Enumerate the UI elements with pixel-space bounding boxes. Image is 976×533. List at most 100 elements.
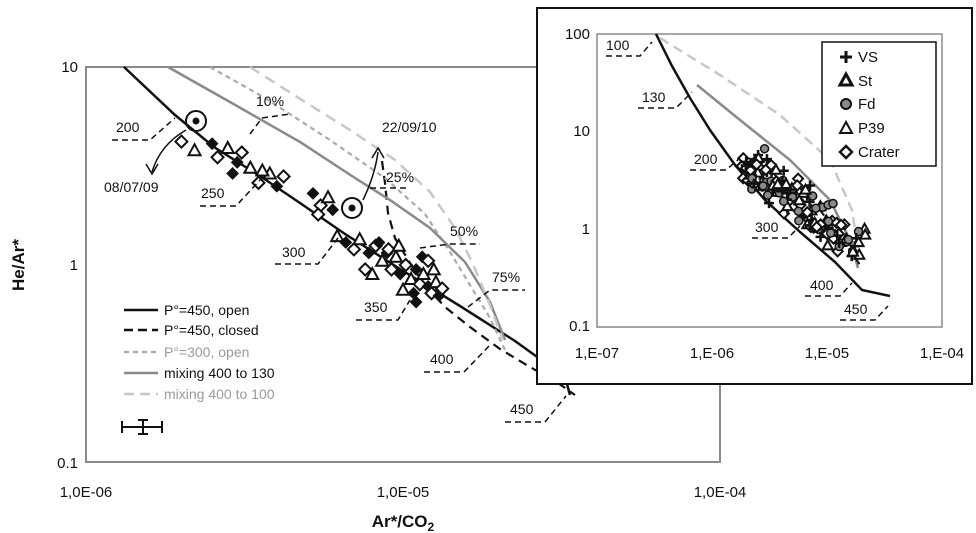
inset-data-point [811,203,821,213]
main-y-axis-label: He/Ar* [9,239,28,291]
label-450: 450 [510,401,534,417]
legend-mixing-400-130: mixing 400 to 130 [164,365,275,381]
main-data-point [205,137,219,151]
main-data-point [434,281,450,297]
curve-mixing-400-100 [249,65,505,341]
inset-data-point [834,237,845,248]
main-data-point [393,267,407,281]
label-date-22-09-10: 22/09/10 [382,119,437,135]
main-data-point [326,203,340,217]
inset-data-point [771,177,785,190]
main-data-point [420,253,436,269]
main-data-point [372,236,386,249]
inset-data-point [778,196,789,207]
inset-legend-st-icon [837,70,855,87]
main-x-tick-1e-4: 1,0E-04 [694,484,747,501]
label-10pct: 10% [256,93,284,109]
inset-data-point [846,244,860,257]
main-data-point [391,237,407,252]
curve-mixing-400-130 [167,65,507,341]
label-250: 250 [201,185,225,201]
inset-label-450: 450 [844,301,868,317]
main-data-point [409,295,423,309]
main-data-point [351,231,368,246]
inset-x-tick-1e-6: 1,E-06 [690,345,734,362]
main-data-point [388,248,404,263]
inset-curve-mixing-130 [696,84,860,269]
inset-data-point [750,158,763,171]
inset-legend-fd: Fd [858,96,876,113]
legend-p450-closed: P°=450, closed [164,322,259,338]
inset-y-tick-1: 1 [582,221,590,238]
inset-data-point [761,154,772,165]
inset-curve-mixing-100 [659,36,862,263]
main-data-point [346,241,362,257]
inset-scatter-points [735,143,872,262]
main-y-tick-10: 10 [61,59,78,76]
inset-data-point [758,181,768,191]
inset-data-point [762,190,773,200]
main-data-point [230,155,244,169]
inset-x-tick-1e-5: 1,E-05 [805,345,849,362]
inset-data-point [769,162,783,175]
legend-mixing-400-100: mixing 400 to 100 [164,386,275,402]
main-data-point [415,265,432,281]
inset-legend-fd-icon [840,98,852,110]
inset-legend-vs-icon [840,51,852,63]
label-400: 400 [430,351,454,367]
label-75pct: 75% [492,269,520,285]
main-y-tick-0.1: 0.1 [57,455,78,472]
label-50pct: 50% [450,223,478,239]
inset-x-tick-1e-7: 1,E-07 [575,345,619,362]
main-y-tick-1: 1 [70,257,78,274]
inset-data-point [779,176,793,190]
inset-legend-crater: Crater [858,144,900,161]
inset-label-130: 130 [642,89,666,105]
label-300: 300 [282,244,306,260]
main-data-point [220,139,236,154]
inset-data-point [794,216,804,226]
inset-legend-p39: P39 [858,120,885,137]
inset-data-point [825,228,836,238]
main-data-point [234,145,250,160]
main-data-point [174,134,189,150]
main-data-point [364,265,380,281]
main-scatter-points [174,134,450,309]
inset-x-tick-1e-4: 1,E-04 [920,345,964,362]
main-data-point [362,246,376,260]
inset-label-300: 300 [755,219,779,235]
inset-y-tick-10: 10 [573,123,590,140]
main-data-point [226,167,239,180]
marker-22-09-10 [341,146,385,219]
main-data-point [310,207,326,222]
main-legend [124,308,158,396]
inset-data-point [740,160,751,171]
inset-data-point [810,220,824,234]
main-data-point [276,169,291,184]
label-200: 200 [116,119,140,135]
curve-p450-closed [380,160,576,396]
inset-label-400: 400 [810,277,834,293]
inset-y-tick-100: 100 [565,26,590,43]
main-data-point [409,262,423,276]
inset-legend-p39-icon [838,119,854,134]
error-bar [121,419,163,435]
inset-data-point [858,227,872,240]
main-data-point [242,159,259,174]
inset-data-point [843,234,854,245]
main-data-point [395,281,411,296]
main-data-point [381,241,396,257]
inset-data-point [828,198,838,209]
main-x-tick-1e-5: 1,0E-05 [377,484,430,501]
inset-data-point [798,182,813,195]
inset-data-point [790,179,804,192]
legend-p450-open: P°=450, open [164,302,249,318]
main-x-tick-1e-6: 1,0E-06 [60,484,113,501]
main-data-point [428,273,444,289]
inset-data-point [821,238,835,251]
main-data-point [306,186,320,200]
curve-p300-open [209,66,506,351]
inset-data-point [823,216,834,227]
inset-data-point [748,178,759,189]
